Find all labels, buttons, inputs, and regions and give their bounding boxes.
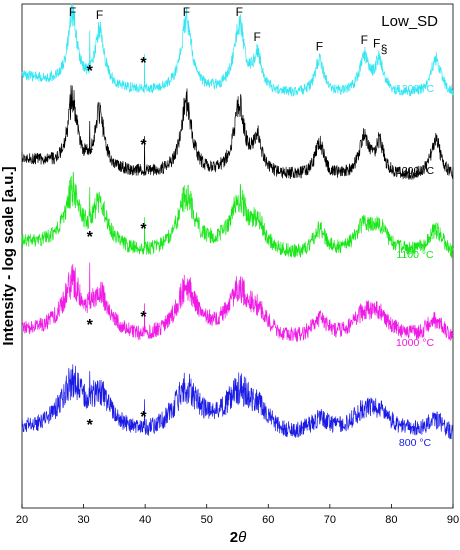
y-axis-title: Intensity - log scale [a.u.] xyxy=(0,166,17,345)
impurity-star-marker: * xyxy=(140,309,147,326)
peak-annotation: F xyxy=(96,8,103,22)
series-label: 1300 °C xyxy=(396,83,434,95)
x-axis-title-base: 2 xyxy=(230,529,238,546)
x-axis-ticks: 20 30 40 50 60 70 80 90 xyxy=(16,504,459,526)
plot-frame xyxy=(21,3,454,509)
impurity-star-marker: * xyxy=(140,221,147,238)
x-tick-label: 40 xyxy=(139,514,151,526)
x-tick-label: 80 xyxy=(385,514,397,526)
series-label: 800 °C xyxy=(399,437,432,449)
annotation-group: * ** ** ** ** *F F F FFF F F § xyxy=(69,5,388,434)
peak-annotation: F xyxy=(69,5,76,19)
series-label: 1100 °C xyxy=(396,249,434,261)
series-line xyxy=(21,364,454,440)
series-group: 1300 °C 1200 °C 1100 °C 1000 °C 800 °C xyxy=(21,3,454,449)
impurity-star-marker: * xyxy=(87,417,94,434)
impurity-star-marker: * xyxy=(87,229,94,246)
impurity-star-marker: * xyxy=(87,63,94,80)
peak-annotation: F xyxy=(183,5,190,19)
x-tick-label: 20 xyxy=(16,514,28,526)
peak-annotation: F xyxy=(254,30,261,44)
impurity-star-marker: * xyxy=(87,317,94,334)
impurity-star-marker: * xyxy=(140,55,147,72)
x-tick-label: 30 xyxy=(77,514,89,526)
series-line xyxy=(21,171,454,259)
x-tick-label: 60 xyxy=(262,514,274,526)
x-tick-label: 90 xyxy=(447,514,459,526)
series-line xyxy=(21,262,454,342)
series-label: 1000 °C xyxy=(396,337,434,349)
series-line xyxy=(21,85,454,181)
sample-label: Low_SD xyxy=(381,13,438,30)
impurity-star-marker: * xyxy=(140,409,147,426)
peak-annotation: F xyxy=(361,33,368,47)
x-axis-title-theta: θ xyxy=(238,529,246,546)
x-tick-label: 50 xyxy=(201,514,213,526)
series-label: 1200 °C xyxy=(396,165,434,177)
impurity-star-marker: * xyxy=(140,137,147,154)
impurity-star-marker: * xyxy=(87,145,94,162)
peak-annotation: F xyxy=(236,5,243,19)
x-tick-label: 70 xyxy=(324,514,336,526)
x-axis-title: 2θ xyxy=(230,529,246,546)
series-line xyxy=(21,3,454,97)
peak-annotation: F xyxy=(316,39,323,53)
peak-annotation: F xyxy=(373,36,380,50)
peak-annotation: § xyxy=(381,42,388,56)
